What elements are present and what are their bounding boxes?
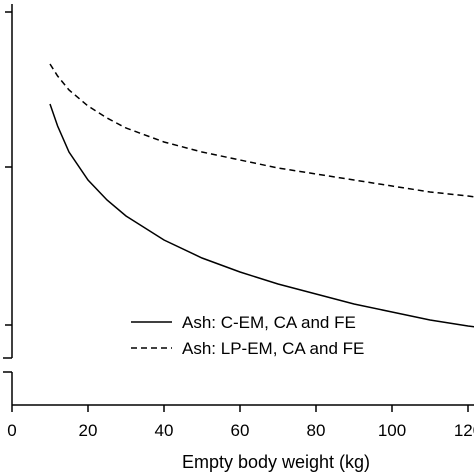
x-axis-title: Empty body weight (kg) <box>182 452 370 472</box>
legend-label-1: Ash: C-EM, CA and FE <box>182 313 356 332</box>
series-line-1 <box>49 103 474 328</box>
x-tick-label: 0 <box>7 421 16 440</box>
x-tick-label: 40 <box>155 421 174 440</box>
legend-label-2: Ash: LP-EM, CA and FE <box>182 339 364 358</box>
x-tick-label: 60 <box>231 421 250 440</box>
x-tick-label: 80 <box>307 421 326 440</box>
legend: Ash: C-EM, CA and FE Ash: LP-EM, CA and F… <box>131 313 364 358</box>
series-layer <box>49 63 474 328</box>
axes: 0 20 40 60 80 100 120 <box>3 4 474 440</box>
series-line-2 <box>49 63 474 198</box>
x-tick-label: 100 <box>378 421 406 440</box>
x-tick-label: 120 <box>454 421 474 440</box>
x-tick-label: 20 <box>79 421 98 440</box>
